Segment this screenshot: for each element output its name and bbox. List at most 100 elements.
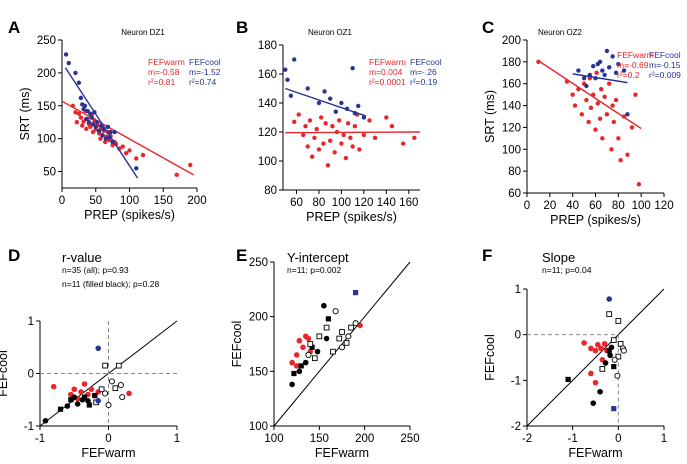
data-point (357, 147, 362, 152)
stat-line: n=11 (filled black); p=0.28 (62, 279, 159, 289)
legend-warm-slope: m=0.004 (369, 67, 403, 77)
series-open-circles (102, 378, 126, 409)
data-point (74, 401, 81, 407)
data-point (613, 97, 619, 103)
y-tick-label: -1 (24, 421, 34, 433)
data-point (76, 111, 82, 116)
data-point (611, 356, 618, 363)
data-point (352, 320, 359, 327)
y-axis-label: FEFcool (483, 334, 497, 381)
panel-letter: C (482, 18, 494, 37)
data-point (617, 340, 624, 347)
data-point (621, 68, 627, 73)
data-point (323, 324, 330, 331)
x-tick-label: 0 (105, 433, 111, 445)
data-point (86, 402, 92, 408)
data-point (336, 335, 343, 342)
data-point (305, 335, 312, 342)
data-point (88, 386, 95, 393)
x-tick-label: 0 (524, 200, 530, 212)
x-tick-label: 250 (400, 433, 419, 445)
y-tick-label: 100 (502, 144, 521, 156)
data-point (81, 381, 88, 387)
data-point (620, 347, 627, 354)
data-point (327, 96, 333, 101)
data-point (73, 110, 78, 115)
data-point (96, 128, 102, 133)
data-point (339, 100, 344, 106)
data-point (325, 163, 331, 168)
data-point (303, 124, 308, 129)
x-axis-label: FEFwarm (568, 446, 622, 460)
data-point (339, 329, 345, 335)
data-point (607, 65, 612, 70)
y-tick-label: 50 (43, 167, 56, 179)
data-point (89, 115, 94, 120)
data-point (314, 348, 321, 355)
x-tick-label: 80 (612, 200, 625, 212)
data-point (332, 308, 339, 315)
data-point (616, 61, 621, 67)
data-point (592, 347, 599, 354)
data-point (581, 340, 587, 346)
x-tick-label: 140 (377, 197, 396, 209)
y-axis-label: FEFcool (0, 350, 10, 397)
series-blue (606, 296, 612, 302)
data-point (74, 120, 80, 125)
data-point (348, 135, 353, 140)
data-point (618, 158, 623, 163)
series-fefwarm (536, 59, 642, 187)
data-point (590, 400, 597, 406)
data-point (127, 148, 132, 153)
series-fefcool (63, 52, 139, 179)
data-point (597, 59, 603, 65)
data-point (81, 106, 86, 112)
y-tick-label: -2 (511, 421, 521, 433)
x-tick-label: 60 (290, 197, 303, 209)
data-point (594, 341, 601, 348)
data-point (84, 126, 89, 131)
data-point (400, 141, 406, 146)
x-tick-label: 60 (589, 200, 602, 212)
data-point (174, 172, 179, 178)
y-tick-label: 100 (37, 134, 56, 146)
unity-line (273, 261, 411, 427)
data-point (316, 333, 323, 340)
x-tick-label: 20 (543, 200, 556, 212)
y-tick-label: -1 (511, 375, 521, 387)
data-point (123, 150, 129, 156)
data-point (115, 362, 122, 369)
data-point (81, 394, 88, 400)
data-point (90, 121, 96, 127)
data-point (80, 123, 85, 128)
y-tick-label: 100 (249, 421, 268, 433)
data-point (81, 119, 86, 124)
data-point (611, 406, 617, 412)
legend-warm-r2: r²=0.0001 (369, 77, 406, 87)
data-point (78, 115, 84, 120)
data-point (188, 162, 193, 168)
fit-line (61, 100, 194, 176)
data-point (614, 372, 621, 379)
data-point (112, 129, 117, 135)
data-point (572, 103, 578, 108)
data-point (565, 376, 571, 383)
data-point (296, 112, 301, 117)
data-point (86, 120, 92, 125)
x-tick-label: 0 (615, 433, 621, 445)
data-point (66, 60, 71, 66)
legend-cool-slope: m=-1.52 (189, 67, 221, 77)
data-point (599, 366, 606, 372)
panel-letter: F (482, 246, 492, 265)
x-tick-label: 1 (174, 433, 180, 445)
x-tick-label: 120 (654, 200, 673, 212)
x-tick-label: 50 (89, 195, 102, 207)
data-point (84, 116, 89, 122)
data-point (601, 341, 608, 347)
series-blue (353, 290, 359, 296)
series-black-filled-squares (565, 348, 617, 383)
data-point (119, 394, 126, 401)
data-point (90, 129, 96, 135)
